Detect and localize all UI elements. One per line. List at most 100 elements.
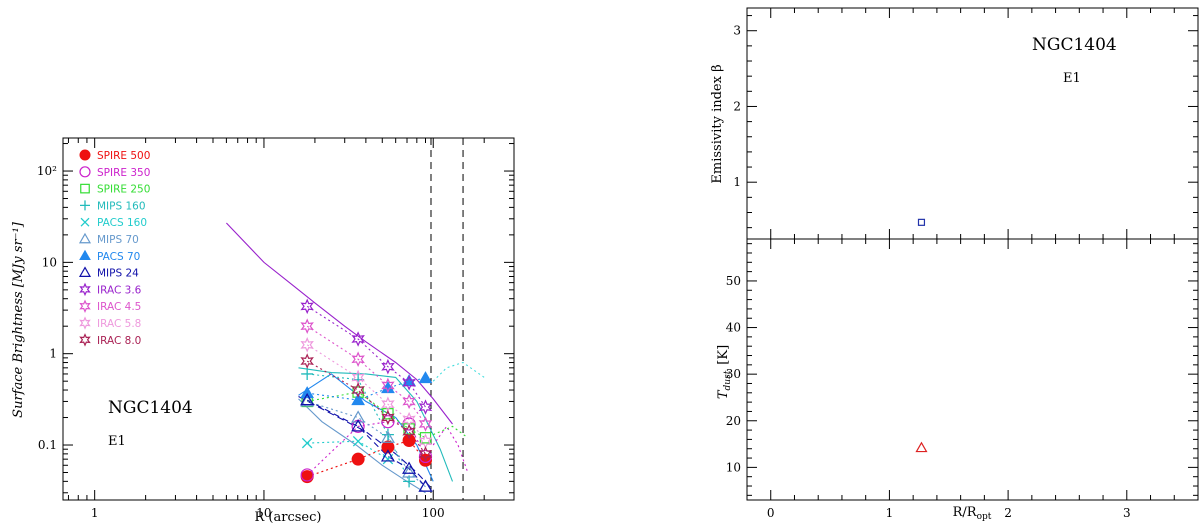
data-point-6-4 [418, 371, 433, 384]
data-point-7-0 [300, 392, 315, 406]
data-point-9-0 [300, 318, 314, 335]
data-point-7-4 [418, 479, 433, 492]
profile-line [298, 373, 434, 482]
beta-tick-label-1: 1 [733, 175, 741, 189]
data-point-2-2 [382, 408, 394, 420]
legend-marker-2 [80, 183, 90, 194]
legend-marker-1 [79, 166, 91, 178]
y-tick-label-100: 10² [37, 164, 57, 178]
data-point-11-1 [351, 382, 365, 398]
profile-line [432, 425, 469, 473]
left-galaxy-name: NGC1404 [108, 398, 193, 418]
legend-label-0: SPIRE 500 [97, 150, 150, 162]
data-point-10-0 [300, 336, 314, 353]
data-point-1-4 [418, 449, 433, 464]
tdust-tick-label-30: 30 [726, 367, 741, 381]
tdust-tick-label-50: 50 [726, 274, 741, 288]
tdust-ticks [747, 239, 1198, 500]
legend-marker-9 [79, 299, 91, 314]
tdust-y-axis-label-main: T [716, 389, 731, 399]
profile-line [298, 367, 454, 482]
profile-line [432, 425, 469, 439]
profile-line [298, 396, 434, 491]
data-point-0-2 [381, 440, 395, 454]
tdust-tick-label-40: 40 [726, 321, 741, 335]
series-link-7 [306, 399, 426, 488]
legend-label-4: PACS 160 [97, 217, 147, 229]
tdust-tick-label-10: 10 [726, 460, 741, 474]
beta-plot-frame [746, 7, 1199, 240]
data-point-1-2 [381, 415, 395, 429]
legend-marker-11 [79, 333, 91, 347]
legend-label-11: IRAC 8.0 [97, 335, 141, 347]
legend-label-2: SPIRE 250 [97, 184, 150, 196]
data-point-0-1 [351, 452, 365, 466]
right-galaxy-name: NGC1404 [1032, 35, 1117, 55]
series-link-5 [307, 400, 426, 488]
data-point-9-4 [418, 416, 433, 432]
dust-temperature-panel: 0 1 2 3 10 20 30 40 50 R/Ropt Tdust [K] [716, 238, 1199, 522]
data-point-1-0 [300, 468, 314, 482]
emissivity-panel: 1 2 3 Emissivity index β NGC1404 E1 [710, 7, 1199, 240]
tdust-point-0 [915, 441, 928, 453]
data-point-5-1 [351, 410, 366, 423]
beta-point-0 [917, 218, 926, 226]
legend-label-6: PACS 70 [97, 251, 140, 263]
legend-marker-3 [80, 200, 90, 211]
data-point-6-0 [300, 386, 315, 399]
beta-y-axis-label-text: Emissivity index β [710, 64, 725, 183]
beta-y-axis-label: Emissivity index β [710, 64, 725, 183]
tdust-x-tick-label-0: 0 [767, 506, 775, 520]
y-tick-label-10: 10 [42, 255, 57, 269]
beta-tick-label-3: 3 [733, 24, 741, 38]
left-ticks [63, 138, 515, 500]
data-point-9-3 [402, 393, 416, 410]
tdust-plot-frame [746, 238, 1199, 501]
beta-ticks [747, 8, 1198, 239]
data-point-0-3 [402, 434, 416, 448]
tdust-x-tick-label-3: 3 [1123, 506, 1131, 520]
data-point-7-1 [351, 419, 366, 432]
left-morph-type: E1 [108, 434, 126, 449]
data-point-5-0 [300, 394, 315, 407]
data-point-7-3 [402, 461, 417, 474]
tdust-points [915, 441, 928, 453]
data-point-8-2 [381, 358, 395, 375]
tdust-y-axis-label: Tdust [K] [716, 345, 733, 399]
y-tick-label-1: 1 [49, 347, 57, 361]
legend: SPIRE 500 SPIRE 350 SPIRE 250 MIPS 160 PACS … [78, 149, 150, 347]
data-point-6-1 [351, 393, 365, 406]
data-point-5-2 [380, 430, 395, 443]
data-point-3-0 [301, 367, 314, 380]
data-point-8-3 [402, 375, 416, 391]
data-point-9-2 [381, 377, 395, 394]
tdust-x-axis-label-main: R/R [953, 505, 978, 520]
profile-line [226, 222, 453, 425]
data-point-11-3 [402, 423, 416, 440]
left-x-axis-label: R (arcsec) [255, 510, 322, 525]
data-point-11-0 [300, 353, 314, 369]
data-point-9-1 [351, 351, 365, 367]
legend-label-7: MIPS 24 [97, 268, 139, 280]
data-point-5-3 [402, 465, 417, 478]
left-profiles [226, 222, 485, 494]
y-tick-label-0.1: 0.1 [38, 438, 57, 452]
data-point-11-2 [381, 409, 395, 426]
tdust-y-axis-label-unit: [K] [716, 345, 731, 365]
x-tick-label-100: 100 [422, 506, 445, 520]
series-link-1 [306, 421, 426, 476]
data-point-7-2 [380, 449, 395, 462]
tdust-y-axis-label-sub: dust [723, 370, 733, 390]
legend-label-10: IRAC 5.8 [97, 318, 141, 330]
left-y-axis-label: Surface Brightness [MJy sr⁻¹] [11, 221, 26, 418]
series-link-8 [306, 305, 426, 408]
profile-line [432, 361, 485, 382]
data-point-11-4 [418, 446, 433, 462]
legend-label-8: IRAC 3.6 [97, 284, 142, 296]
left-series [300, 298, 433, 492]
data-point-4-0 [301, 437, 313, 449]
tdust-x-axis-label: R/Ropt [953, 505, 992, 522]
x-tick-label-1: 1 [91, 506, 99, 520]
legend-marker-10 [79, 316, 91, 330]
